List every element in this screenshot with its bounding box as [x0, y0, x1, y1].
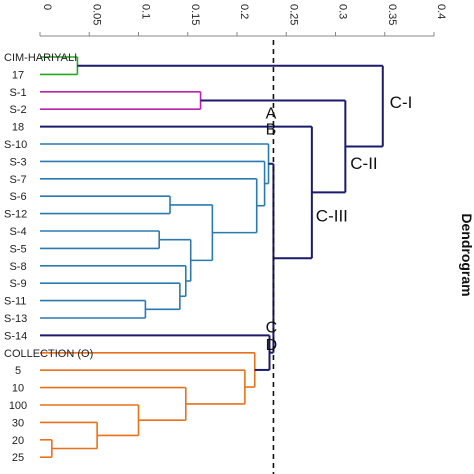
cluster-annotations: AB CD C-I C-II C-III — [266, 93, 413, 354]
leaf-label: CIM-HARIYALI — [4, 52, 77, 64]
x-tick-label: 0.15 — [189, 4, 201, 25]
cluster-annotation: C-II — [350, 154, 377, 173]
leaf-label: 20 — [12, 435, 24, 447]
leaf-label: S-14 — [4, 330, 27, 342]
leaf-label: S-13 — [4, 313, 27, 325]
leaf-label: S-4 — [9, 226, 26, 238]
cluster-annotation: B — [266, 121, 277, 138]
leaf-label: S-5 — [9, 243, 26, 255]
leaf-label: S-6 — [9, 191, 26, 203]
leaf-label: 100 — [9, 400, 27, 412]
x-tick-label: 0.35 — [386, 4, 398, 25]
cluster-annotation: D — [266, 337, 278, 354]
leaf-label: 30 — [12, 417, 24, 429]
cluster-annotation: C-III — [316, 206, 348, 225]
x-tick-label: 0.4 — [435, 4, 447, 19]
x-tick-label: 0.1 — [140, 4, 152, 19]
leaf-label: S-10 — [4, 139, 27, 151]
x-tick-label: 0.25 — [287, 4, 299, 25]
x-tick-label: 0.3 — [337, 4, 349, 19]
leaf-label: 10 — [12, 383, 24, 395]
leaf-label: S-2 — [9, 104, 26, 116]
leaf-label: 5 — [15, 365, 21, 377]
leaf-label: S-3 — [9, 156, 26, 168]
y-axis-label: Dendrogram — [459, 213, 474, 296]
leaf-label: 18 — [12, 122, 24, 134]
leaf-label: COLLECTION (O) — [4, 348, 93, 360]
leaf-label: S-9 — [9, 278, 26, 290]
leaf-label: S-1 — [9, 87, 26, 99]
leaf-label: 17 — [12, 69, 24, 81]
leaf-labels: CIM-HARIYALI 17 S-1 S-2 18 S-10 S-3 S-7 S-6 S-12 S… — [4, 52, 93, 464]
x-tick-label: 0.2 — [238, 4, 250, 19]
cluster-annotation: C-I — [390, 93, 413, 112]
dendrogram-branches — [40, 56, 384, 459]
x-tick-label: 0 — [41, 4, 53, 10]
leaf-label: 25 — [12, 452, 24, 464]
leaf-label: S-8 — [9, 261, 26, 273]
x-axis: 0 0.05 0.1 0.15 0.2 0.25 0.3 0.35 0.4 — [39, 4, 447, 37]
x-tick-label: 0.05 — [90, 4, 102, 25]
leaf-label: S-11 — [4, 296, 26, 308]
cluster-annotation: C — [266, 320, 278, 337]
leaf-label: S-12 — [4, 209, 27, 221]
leaf-label: S-7 — [9, 174, 26, 186]
cluster-annotation: A — [266, 106, 277, 123]
